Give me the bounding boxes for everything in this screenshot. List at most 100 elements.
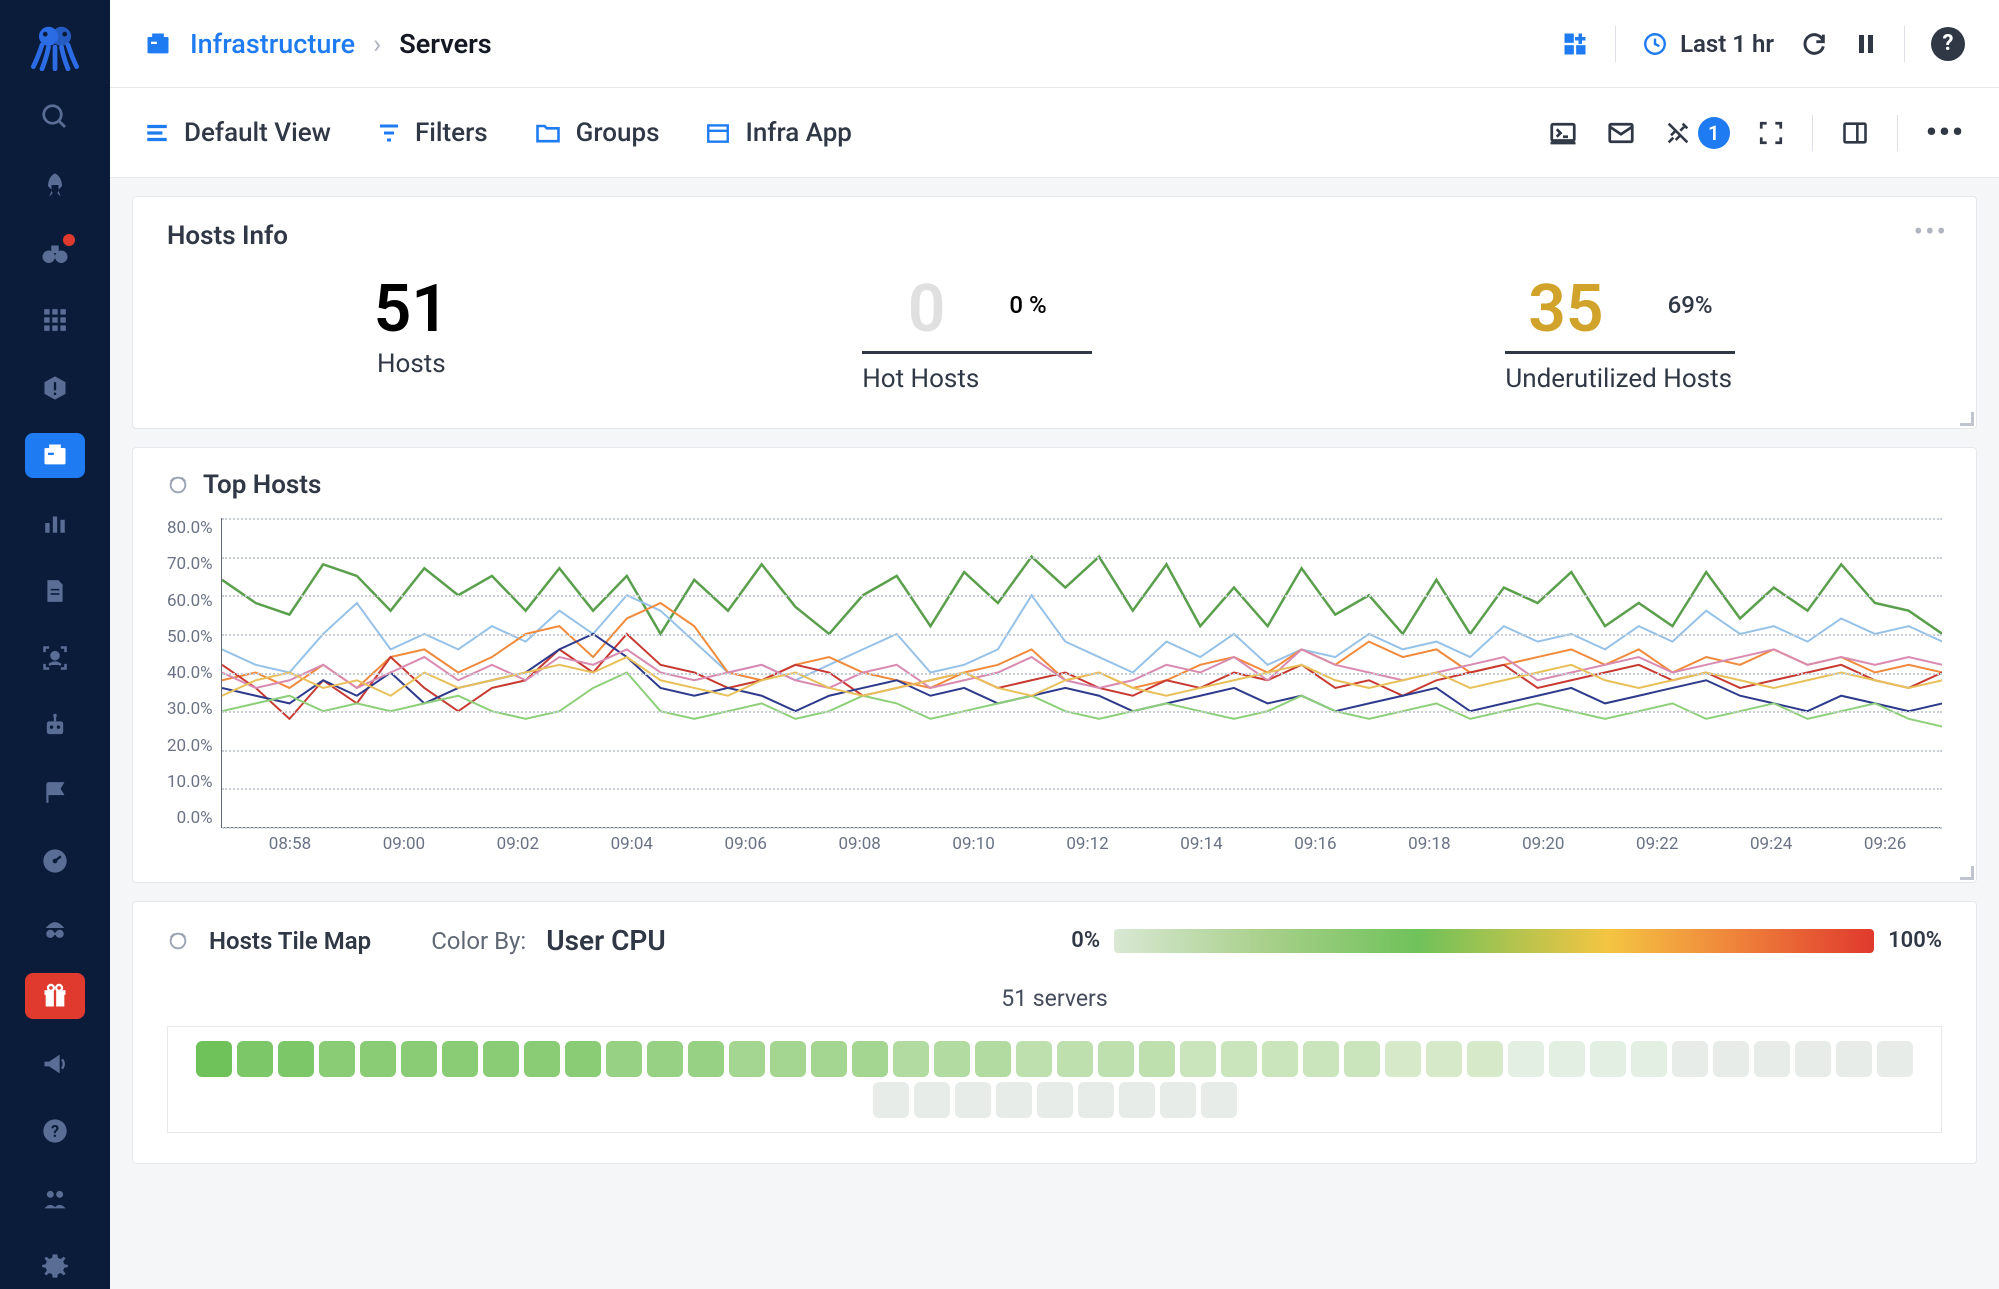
filters-button[interactable]: Filters: [377, 118, 488, 148]
pin-icon[interactable]: [167, 474, 189, 496]
pin-icon[interactable]: [167, 930, 189, 952]
host-tile[interactable]: [1672, 1041, 1708, 1077]
host-tile[interactable]: [319, 1041, 355, 1077]
add-widget-icon[interactable]: [1561, 30, 1589, 58]
panel-resize-handle[interactable]: [1960, 866, 1974, 880]
infra-app-button[interactable]: Infra App: [705, 118, 851, 148]
host-tile[interactable]: [1754, 1041, 1790, 1077]
host-tile[interactable]: [1303, 1041, 1339, 1077]
host-tile[interactable]: [1508, 1041, 1544, 1077]
host-tile[interactable]: [1160, 1082, 1196, 1118]
color-by-value[interactable]: User CPU: [546, 924, 666, 957]
stat-hot-value: 0: [908, 271, 946, 348]
settings-nav-icon[interactable]: [25, 1244, 85, 1289]
host-tile[interactable]: [1467, 1041, 1503, 1077]
help-nav-icon[interactable]: ?: [25, 1108, 85, 1154]
megaphone-nav-icon[interactable]: [25, 1041, 85, 1087]
host-tile[interactable]: [811, 1041, 847, 1077]
binoculars-nav-icon[interactable]: [25, 230, 85, 276]
pause-icon[interactable]: [1854, 32, 1878, 56]
infrastructure-nav-icon[interactable]: [25, 433, 85, 479]
breadcrumb-section-link[interactable]: Infrastructure: [190, 28, 355, 60]
gift-nav-icon[interactable]: [25, 973, 85, 1019]
host-tile[interactable]: [914, 1082, 950, 1118]
help-icon[interactable]: ?: [1931, 27, 1965, 61]
host-tile[interactable]: [1201, 1082, 1237, 1118]
host-tile[interactable]: [1713, 1041, 1749, 1077]
host-tile[interactable]: [401, 1041, 437, 1077]
legend-gradient-bar: [1114, 929, 1874, 953]
host-tile[interactable]: [1037, 1082, 1073, 1118]
gauge-nav-icon[interactable]: [25, 838, 85, 884]
color-by-label: Color By:: [431, 927, 526, 955]
host-tile[interactable]: [1795, 1041, 1831, 1077]
rocket-nav-icon[interactable]: [25, 162, 85, 208]
host-tile[interactable]: [524, 1041, 560, 1077]
mail-icon[interactable]: [1606, 118, 1636, 148]
incognito-nav-icon[interactable]: [25, 906, 85, 952]
host-tile[interactable]: [1098, 1041, 1134, 1077]
default-view-button[interactable]: Default View: [144, 118, 331, 148]
host-tile[interactable]: [278, 1041, 314, 1077]
flag-nav-icon[interactable]: [25, 770, 85, 816]
fullscreen-icon[interactable]: [1758, 120, 1784, 146]
grid-nav-icon[interactable]: [25, 297, 85, 343]
svg-text:?: ?: [51, 1122, 59, 1141]
host-tile[interactable]: [360, 1041, 396, 1077]
terminal-icon[interactable]: [1548, 118, 1578, 148]
host-tile[interactable]: [442, 1041, 478, 1077]
more-icon[interactable]: •••: [1926, 115, 1965, 150]
team-nav-icon[interactable]: [25, 1176, 85, 1222]
panel-resize-handle[interactable]: [1960, 412, 1974, 426]
host-tile[interactable]: [1139, 1041, 1175, 1077]
host-tile[interactable]: [1180, 1041, 1216, 1077]
host-tile[interactable]: [1549, 1041, 1585, 1077]
host-tile[interactable]: [873, 1082, 909, 1118]
host-tile[interactable]: [1078, 1082, 1114, 1118]
host-tile[interactable]: [1385, 1041, 1421, 1077]
host-tile[interactable]: [565, 1041, 601, 1077]
host-tile[interactable]: [1119, 1082, 1155, 1118]
host-tile[interactable]: [1221, 1041, 1257, 1077]
toolbar: Default View Filters Groups Infra App 1 …: [110, 88, 1999, 178]
host-tile[interactable]: [1836, 1041, 1872, 1077]
document-nav-icon[interactable]: [25, 568, 85, 614]
search-nav-icon[interactable]: [25, 95, 85, 141]
host-tile[interactable]: [606, 1041, 642, 1077]
host-tile[interactable]: [483, 1041, 519, 1077]
host-tile[interactable]: [237, 1041, 273, 1077]
panel-more-icon[interactable]: •••: [1914, 215, 1948, 248]
host-tile[interactable]: [934, 1041, 970, 1077]
groups-button[interactable]: Groups: [534, 118, 660, 148]
chart-nav-icon[interactable]: [25, 500, 85, 546]
host-tile[interactable]: [1590, 1041, 1626, 1077]
host-tile[interactable]: [1877, 1041, 1913, 1077]
alert-nav-icon[interactable]: [25, 365, 85, 411]
notification-badge: 1: [1698, 117, 1730, 149]
unplug-icon[interactable]: 1: [1664, 117, 1730, 149]
host-tile[interactable]: [1262, 1041, 1298, 1077]
host-tile[interactable]: [729, 1041, 765, 1077]
host-tile[interactable]: [1057, 1041, 1093, 1077]
host-tile[interactable]: [688, 1041, 724, 1077]
host-tile[interactable]: [196, 1041, 232, 1077]
host-tile[interactable]: [1016, 1041, 1052, 1077]
host-tile[interactable]: [1344, 1041, 1380, 1077]
robot-nav-icon[interactable]: [25, 703, 85, 749]
host-tile[interactable]: [893, 1041, 929, 1077]
chart-y-axis: 80.0%70.0%60.0%50.0%40.0%30.0%20.0%10.0%…: [167, 518, 221, 828]
time-range-selector[interactable]: Last 1 hr: [1642, 30, 1774, 58]
host-tile[interactable]: [770, 1041, 806, 1077]
host-tile[interactable]: [647, 1041, 683, 1077]
layout-icon[interactable]: [1841, 119, 1869, 147]
app-logo[interactable]: [25, 18, 85, 73]
host-tile[interactable]: [852, 1041, 888, 1077]
host-tile[interactable]: [975, 1041, 1011, 1077]
user-focus-nav-icon[interactable]: [25, 635, 85, 681]
host-tile[interactable]: [996, 1082, 1032, 1118]
refresh-icon[interactable]: [1800, 30, 1828, 58]
stat-under-label: Underutilized Hosts: [1505, 364, 1735, 394]
host-tile[interactable]: [1426, 1041, 1462, 1077]
host-tile[interactable]: [1631, 1041, 1667, 1077]
host-tile[interactable]: [955, 1082, 991, 1118]
